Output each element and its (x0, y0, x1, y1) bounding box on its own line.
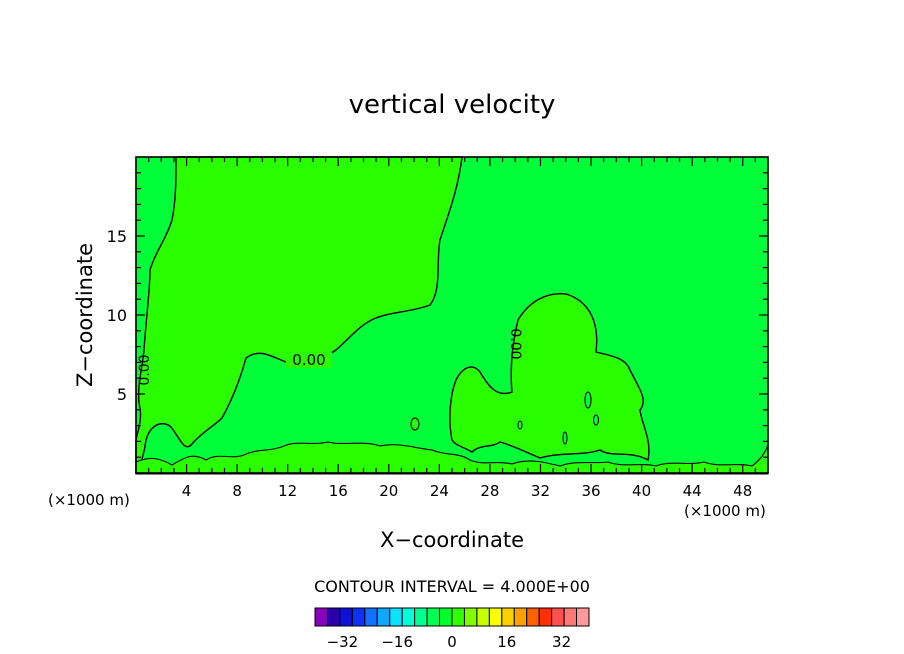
colorbar-cell (476, 607, 490, 627)
y-axis-title: Z−coordinate (73, 243, 97, 387)
colorbar-tick-label: 16 (497, 633, 516, 651)
colorbar-cell (401, 607, 416, 627)
x-tick-label: 24 (430, 482, 449, 500)
positive-cell-1 (410, 417, 420, 431)
positive-region-large (135, 156, 463, 475)
colorbar-cell (501, 607, 515, 627)
negative-cell-2 (592, 414, 600, 426)
colorbar-cell (389, 607, 403, 627)
x-tick-label: 12 (278, 482, 297, 500)
chart-title: vertical velocity (349, 90, 556, 120)
y-tick-label: 15 (107, 227, 127, 246)
contour-label-2: 0.00 (137, 354, 153, 385)
colorbar-cell (563, 607, 578, 627)
x-unit-right: (×1000 m) (684, 502, 766, 520)
x-unit-left: (×1000 m) (48, 491, 130, 509)
colorbar-cell (364, 607, 378, 627)
x-tick-label: 48 (733, 482, 752, 500)
contour-label-bg (286, 352, 332, 368)
colorbar-cell (414, 607, 428, 627)
colorbar-cell (463, 607, 478, 627)
colorbar-cell (488, 607, 503, 627)
x-axis-title: X−coordinate (380, 528, 524, 552)
x-tick-label: 44 (683, 482, 702, 500)
contour-interval-text: CONTOUR INTERVAL = 4.000E+00 (314, 577, 590, 596)
positive-region-updraft (449, 293, 650, 462)
x-tick-label: 32 (531, 482, 550, 500)
positive-region-surface (135, 441, 769, 475)
contour-label-3: 0.00 (507, 328, 523, 359)
negative-cell-4 (562, 431, 568, 445)
x-tick-label: 28 (480, 482, 499, 500)
x-tick-label: 4 (182, 482, 192, 500)
negative-cell-1 (584, 391, 592, 409)
x-tick-label: 16 (329, 482, 348, 500)
colorbar-cell (451, 607, 465, 627)
colorbar-tick-label: −32 (327, 633, 359, 651)
contour-label-1: 0.00 (292, 351, 325, 369)
colorbar-cell (426, 607, 441, 627)
colorbar-cell (326, 607, 341, 627)
negative-cell-3 (517, 420, 523, 430)
colorbar-cell (513, 607, 528, 627)
y-tick-label: 10 (107, 306, 127, 325)
plot-area: 0.00 0.00 0.00 (135, 156, 769, 475)
colorbar-cell (351, 607, 366, 627)
colorbar-cell (526, 607, 540, 627)
colorbar: −32 −16 0 16 32 (314, 607, 590, 651)
colorbar-cell (538, 607, 553, 627)
colorbar-cell (339, 607, 353, 627)
x-tick-label: 20 (379, 482, 398, 500)
colorbar-cell (314, 607, 328, 627)
colorbar-cell (376, 607, 391, 627)
colorbar-tick-label: −16 (381, 633, 413, 651)
x-tick-label: 40 (632, 482, 651, 500)
colorbar-tick-label: 0 (447, 633, 457, 651)
x-tick-label: 8 (232, 482, 242, 500)
colorbar-cell (439, 607, 453, 627)
y-tick-label: 5 (117, 385, 127, 404)
colorbar-tick-label: 32 (552, 633, 571, 651)
x-tick-label: 36 (581, 482, 600, 500)
colorbar-cell (551, 607, 565, 627)
colorbar-cell (576, 607, 590, 627)
